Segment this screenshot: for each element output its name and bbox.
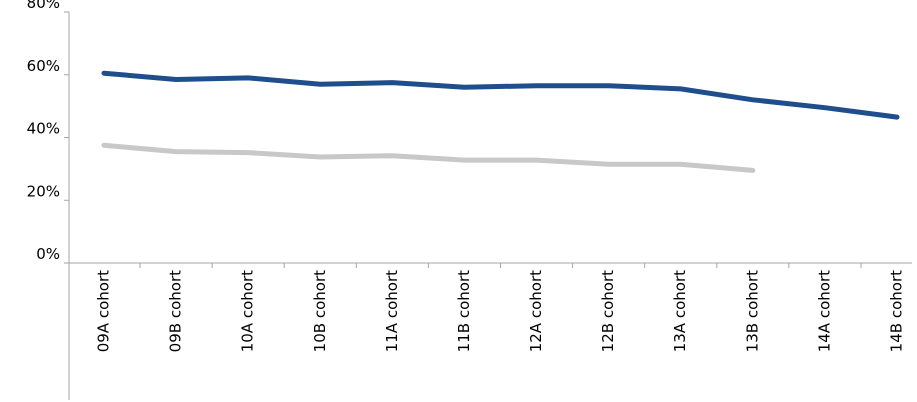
x-tick-label: 13A cohort [671,270,689,352]
x-tick-label: 09B cohort [167,270,185,352]
x-tick-label: 11A cohort [383,270,401,352]
y-tick-label: 20% [27,182,60,200]
x-tick-label: 13B cohort [743,270,761,352]
x-tick-label: 09A cohort [95,270,113,352]
y-tick-label: 0% [36,245,60,263]
x-tick-label: 12A cohort [527,270,545,352]
x-tick-label: 12B cohort [599,270,617,352]
x-tick-label: 11B cohort [455,270,473,352]
x-tick-labels: 09A cohort 09B cohort 10A cohort 10B cohort… [95,263,906,352]
series-line-2 [101,142,756,173]
y-tick-label: 80% [27,0,60,12]
x-tick-label: 10B cohort [311,270,329,352]
x-tick-label: 14A cohort [815,270,833,352]
series-line-1 [101,70,900,120]
y-tick-label: 40% [27,120,60,138]
series-lines [101,70,900,173]
x-tick-label: 10A cohort [239,270,257,352]
y-tick-labels: 0% 20% 40% 60% 80% [27,0,69,264]
y-tick-label: 60% [27,57,60,75]
x-tick-label: 14B cohort [888,270,906,352]
